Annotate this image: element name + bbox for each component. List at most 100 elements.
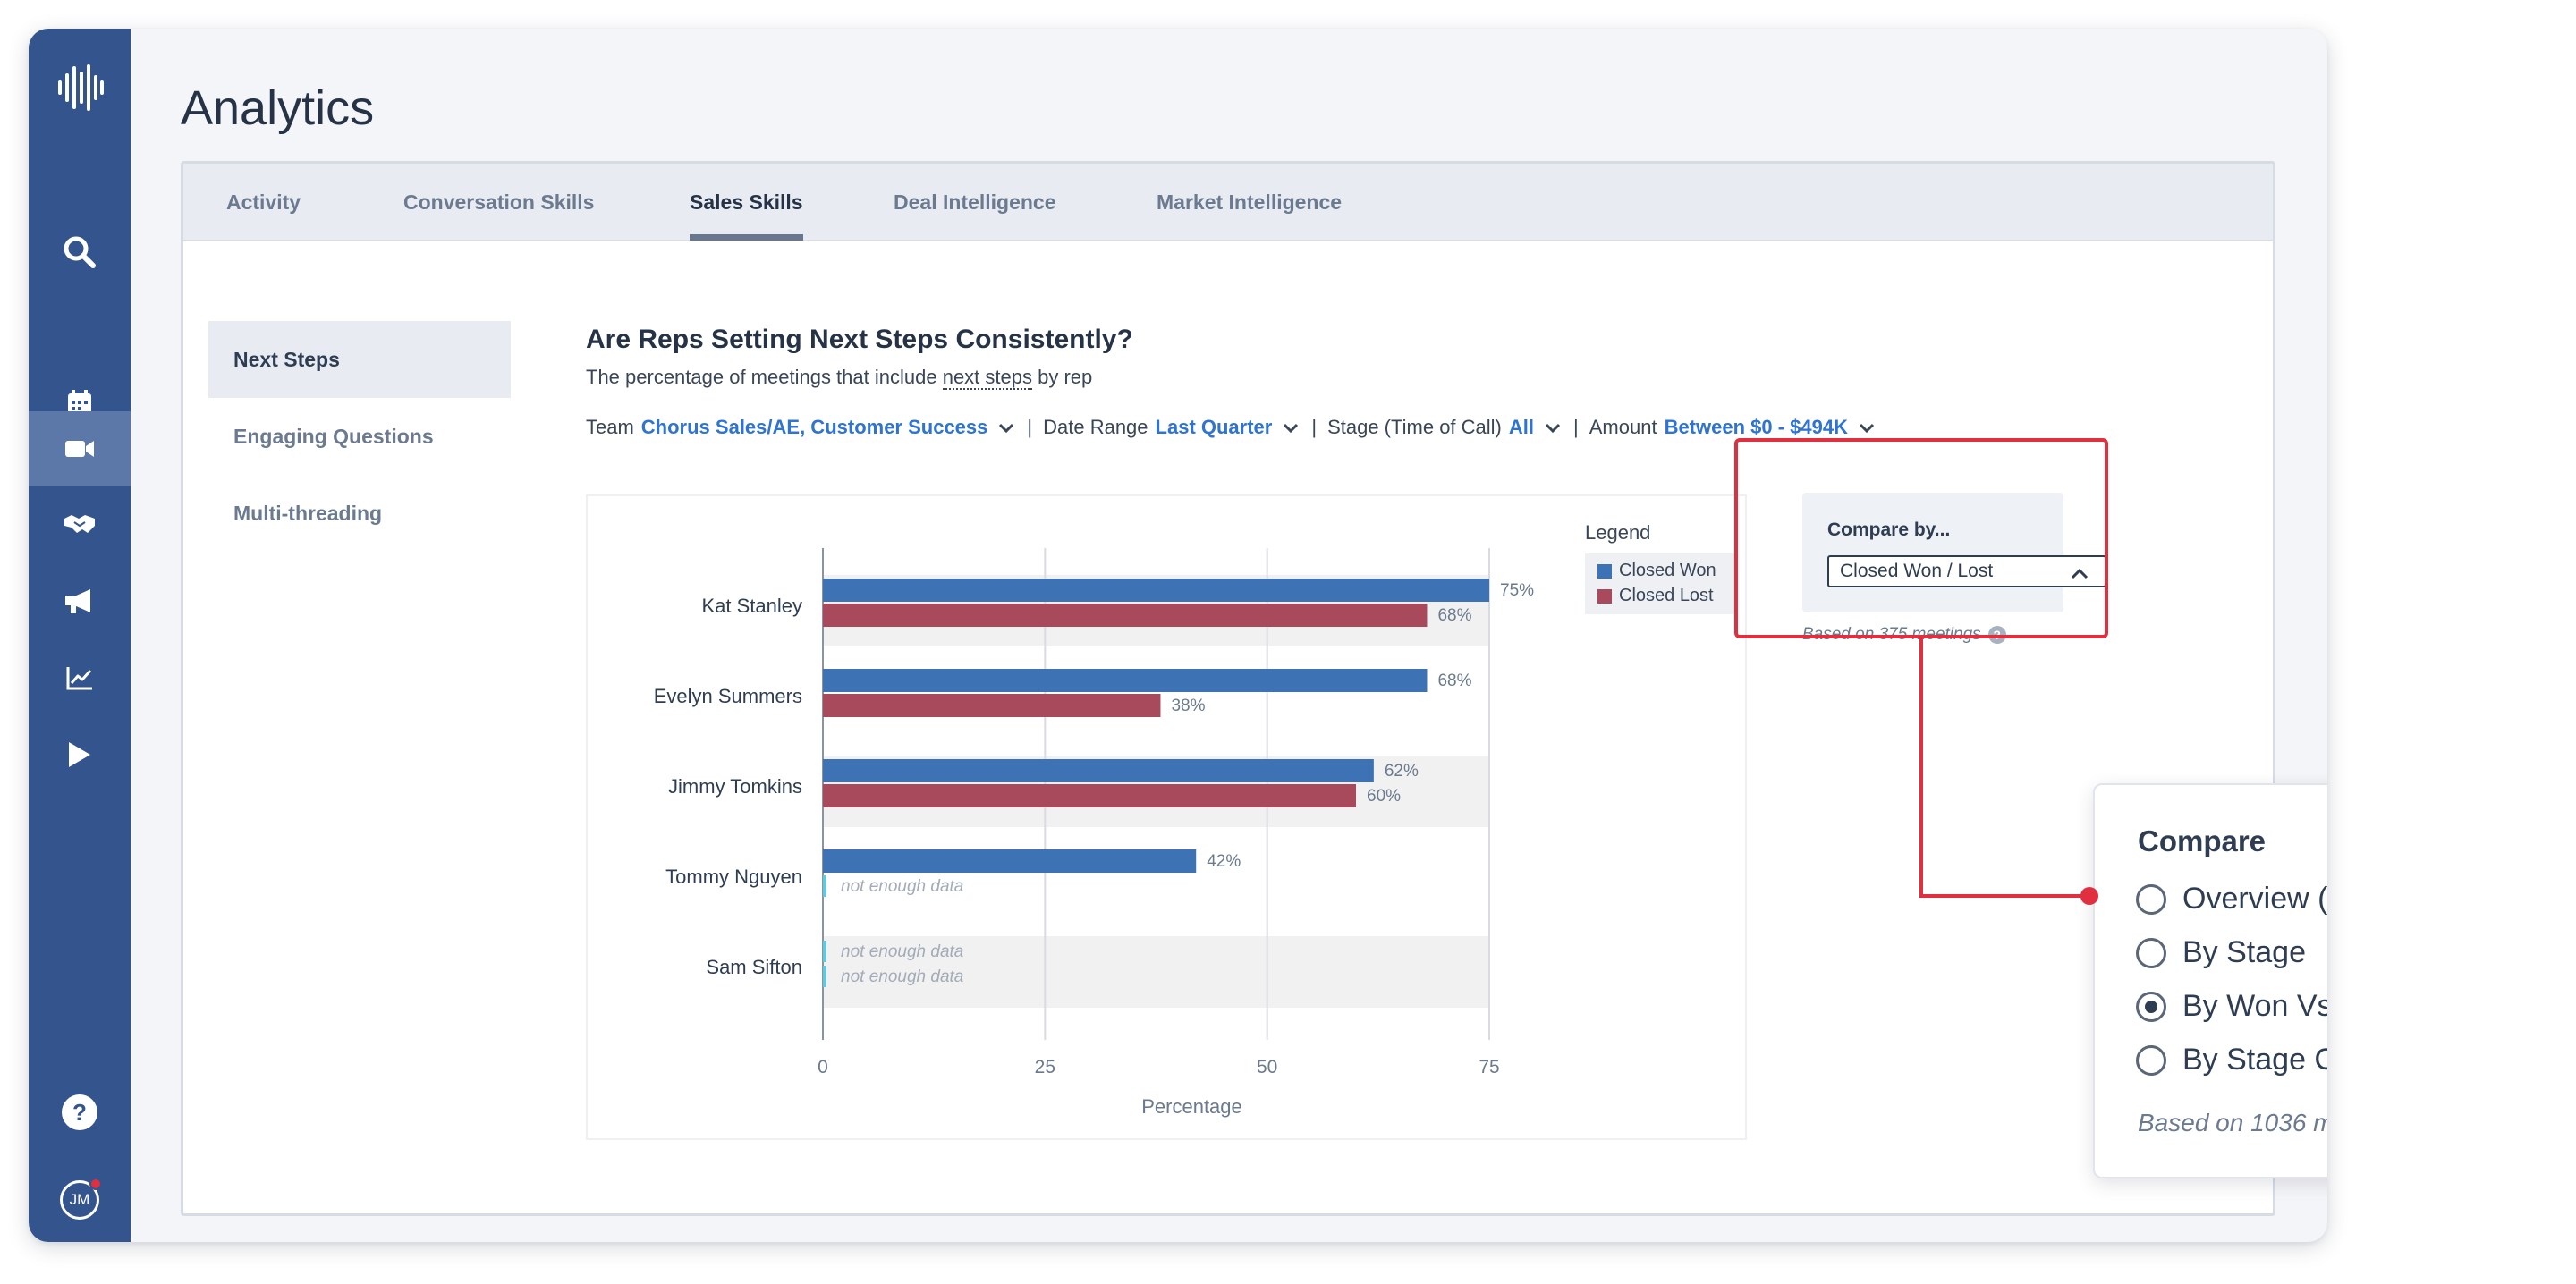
radio-button[interactable] bbox=[2136, 883, 2166, 915]
team-filter-value[interactable]: Chorus Sales/AE, Customer Success bbox=[640, 416, 988, 438]
chart-subtitle: The percentage of meetings that include … bbox=[586, 366, 1093, 390]
help-icon[interactable]: ? bbox=[29, 1075, 131, 1150]
row-band bbox=[823, 936, 1489, 1008]
legend-item-closed-won: Closed Won bbox=[1597, 561, 1716, 581]
radio-label: By Won Vs. Lost bbox=[2182, 989, 2327, 1023]
amount-filter-label: Amount bbox=[1589, 416, 1657, 438]
radio-by-stage-conversion[interactable]: By Stage Conversion bbox=[2136, 1043, 2327, 1077]
no-data-marker bbox=[823, 966, 826, 987]
stage-filter-label: Stage (Time of Call) bbox=[1327, 416, 1502, 438]
calendar-icon[interactable] bbox=[29, 365, 131, 440]
no-data-label: not enough data bbox=[841, 942, 963, 961]
chart-area: Kat Stanley 75% 68% Evelyn Summers 68% 38% Jim… bbox=[586, 494, 1747, 1140]
avatar-initials: JM bbox=[69, 1191, 90, 1208]
video-camera-icon[interactable] bbox=[29, 411, 131, 486]
chevron-up-icon bbox=[2071, 564, 2089, 586]
stage-filter-value[interactable]: All bbox=[1508, 416, 1535, 438]
line-chart-icon[interactable] bbox=[29, 640, 131, 715]
connector-line bbox=[1919, 638, 2089, 898]
amount-filter-value[interactable]: Between $0 - $494K bbox=[1664, 416, 1848, 438]
chevron-down-icon[interactable] bbox=[1283, 416, 1299, 439]
value-label: 68% bbox=[1437, 606, 1471, 625]
popup-based-on: Based on 1036 meetings ? bbox=[2138, 1109, 2327, 1137]
megaphone-icon[interactable] bbox=[29, 563, 131, 638]
category-label: Tommy Nguyen bbox=[665, 866, 802, 888]
radio-overview[interactable]: Overview (No Comparison) bbox=[2136, 882, 2327, 917]
compare-by-select[interactable]: Closed Won / Lost bbox=[1827, 555, 2106, 587]
value-label: 62% bbox=[1385, 762, 1419, 781]
tab-market-intelligence[interactable]: Market Intelligence bbox=[1157, 190, 1343, 214]
tab-sales-skills[interactable]: Sales Skills bbox=[690, 164, 803, 241]
connector-dot bbox=[2080, 887, 2098, 905]
next-steps-bar-chart: Kat Stanley 75% 68% Evelyn Summers 68% 38% Jim… bbox=[654, 548, 1534, 1118]
x-tick-label: 75 bbox=[1479, 1057, 1499, 1077]
category-label: Jimmy Tomkins bbox=[668, 775, 802, 798]
legend: Closed Won Closed Lost bbox=[1585, 553, 1737, 614]
highlight-frame bbox=[1734, 438, 2108, 638]
team-filter-label: Team bbox=[586, 416, 634, 438]
bar-closed-won bbox=[823, 579, 1489, 602]
bar-closed-won bbox=[823, 849, 1197, 873]
value-label: 42% bbox=[1207, 852, 1241, 871]
radio-label: By Stage bbox=[2182, 935, 2306, 969]
radio-button[interactable] bbox=[2136, 1044, 2166, 1076]
next-steps-term[interactable]: next steps bbox=[942, 366, 1032, 390]
radio-button[interactable] bbox=[2136, 937, 2166, 968]
compare-based-text: Based on 375 meetings bbox=[1802, 625, 1981, 644]
chevron-down-icon[interactable] bbox=[998, 416, 1014, 439]
bar-closed-lost bbox=[823, 604, 1428, 627]
subnav-engaging-questions[interactable]: Engaging Questions bbox=[233, 424, 434, 448]
bar-closed-lost bbox=[823, 784, 1356, 807]
legend-label: Closed Won bbox=[1619, 561, 1716, 580]
value-label: 38% bbox=[1171, 697, 1205, 715]
avatar[interactable]: JM bbox=[29, 1162, 131, 1238]
tab-bar: Activity Conversation Skills Sales Skill… bbox=[183, 164, 2273, 241]
bar-closed-lost bbox=[823, 694, 1161, 717]
app-window: ? JM Analytics Activity Conversation Ski… bbox=[29, 29, 2327, 1242]
compare-popup: Compare Overview (No Comparison) By Stag… bbox=[2093, 783, 2327, 1178]
filter-separator: | bbox=[1027, 416, 1033, 438]
legend-title: Legend bbox=[1585, 521, 1651, 544]
legend-item-closed-lost: Closed Lost bbox=[1597, 586, 1714, 606]
sidebar: ? JM bbox=[29, 29, 131, 1242]
subnav-multi-threading[interactable]: Multi-threading bbox=[233, 501, 383, 525]
radio-by-won-vs-lost[interactable]: By Won Vs. Lost bbox=[2136, 989, 2327, 1024]
legend-swatch bbox=[1597, 588, 1612, 604]
compare-by-label: Compare by... bbox=[1827, 520, 1951, 540]
value-label: 60% bbox=[1367, 787, 1401, 806]
bar-closed-won bbox=[823, 759, 1374, 782]
no-data-marker bbox=[823, 875, 826, 897]
category-label: Evelyn Summers bbox=[654, 685, 802, 707]
svg-text:?: ? bbox=[72, 1099, 87, 1126]
legend-swatch bbox=[1597, 563, 1612, 579]
radio-button-checked[interactable] bbox=[2136, 991, 2166, 1022]
radio-label: Overview (No Comparison) bbox=[2182, 882, 2327, 916]
popup-based-text: Based on 1036 meetings bbox=[2138, 1109, 2327, 1136]
notification-dot bbox=[89, 1178, 102, 1190]
search-icon[interactable] bbox=[29, 215, 131, 290]
chevron-down-icon[interactable] bbox=[1545, 416, 1561, 439]
category-label: Kat Stanley bbox=[701, 595, 802, 617]
date-filter-value[interactable]: Last Quarter bbox=[1155, 416, 1273, 438]
page-title: Analytics bbox=[181, 81, 375, 135]
x-tick-label: 50 bbox=[1257, 1057, 1277, 1077]
radio-label: By Stage Conversion bbox=[2182, 1043, 2327, 1077]
chart-title: Are Reps Setting Next Steps Consistently… bbox=[586, 325, 1133, 354]
radio-by-stage[interactable]: By Stage bbox=[2136, 935, 2306, 970]
tab-deal-intelligence[interactable]: Deal Intelligence bbox=[894, 190, 1056, 214]
subnav-next-steps[interactable]: Next Steps bbox=[208, 321, 511, 398]
tab-activity[interactable]: Activity bbox=[226, 190, 301, 214]
compare-by-panel: Compare by... Closed Won / Lost bbox=[1802, 493, 2106, 612]
logo-waveform-icon[interactable] bbox=[29, 50, 131, 125]
analytics-card: Activity Conversation Skills Sales Skill… bbox=[181, 161, 2275, 1216]
filter-separator: | bbox=[1573, 416, 1579, 438]
tab-conversation-skills[interactable]: Conversation Skills bbox=[403, 190, 595, 214]
chevron-down-icon[interactable] bbox=[1859, 416, 1875, 439]
bar-closed-won bbox=[823, 669, 1428, 692]
compare-by-selected: Closed Won / Lost bbox=[1840, 561, 1994, 581]
subtitle-text-end: by rep bbox=[1031, 366, 1093, 388]
play-icon[interactable] bbox=[29, 717, 131, 792]
handshake-icon[interactable] bbox=[29, 486, 131, 562]
compare-popup-title: Compare bbox=[2138, 824, 2267, 857]
